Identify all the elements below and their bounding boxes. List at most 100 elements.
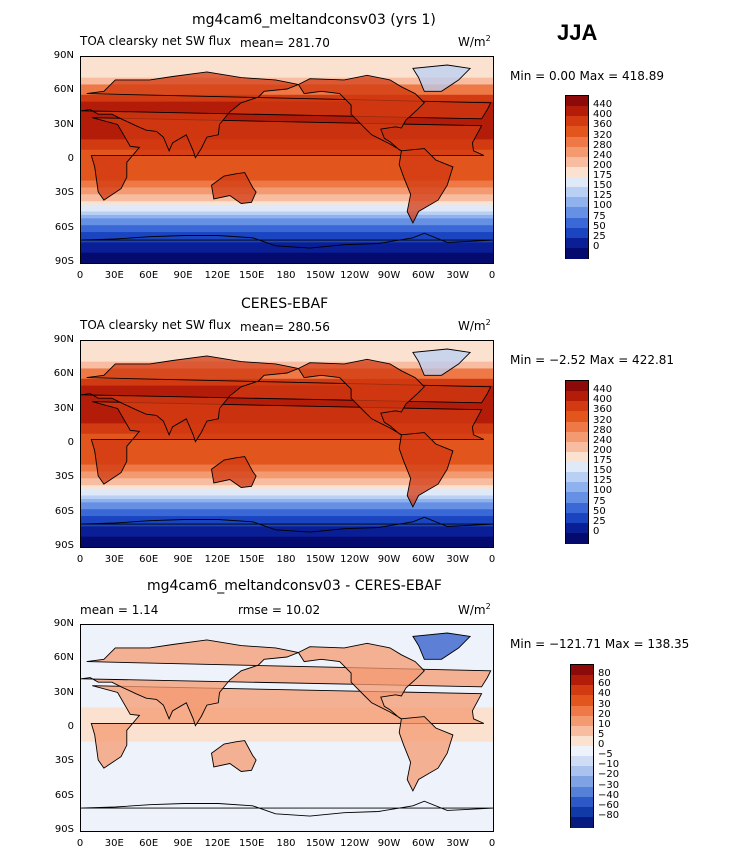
panel3-units: W/m2 [458,602,491,617]
colorbar-box [566,197,588,208]
lon-tick-label: 60E [139,554,159,565]
map-svg [81,625,493,831]
panel2-mean: mean= 280.56 [240,320,330,334]
zonal-band [81,235,493,240]
zonal-band [81,63,493,68]
colorbar-box [566,207,588,218]
colorbar-box [571,766,593,777]
zonal-band [81,806,493,811]
lat-tick-label: 60N [53,368,74,380]
colorbar-label: 5 [598,728,605,740]
panel1-mean: mean= 281.70 [240,36,330,50]
zonal-band [81,536,493,541]
colorbar-box [566,472,588,483]
zonal-band [81,786,493,791]
colorbar-box [571,695,593,706]
colorbar-label: −5 [598,749,613,761]
zonal-band [81,741,493,746]
colorbar-label: −30 [598,779,620,791]
zonal-band [81,351,493,356]
colorbar-box [566,156,588,168]
zonal-band [81,177,493,182]
zonal-band [81,820,493,825]
lat-tick-label: 30N [53,118,74,130]
lon-tick-label: 30W [446,270,469,281]
continent-outline [297,74,425,152]
panel1-units: W/m2 [458,34,491,49]
colorbar-box [571,665,593,676]
season-label: JJA [557,20,598,45]
zonal-band [81,468,493,473]
lon-tick-label: 150E [238,270,265,281]
zonal-band [81,471,493,476]
panel3-title: mg4cam6_meltandconsv03 - CERES-EBAF [147,578,442,594]
colorbar-label: 50 [593,220,606,232]
lon-tick-label: 150E [238,554,265,565]
colorbar-label: 25 [593,230,606,242]
lat-tick-label: 60N [53,84,74,96]
colorbar-box [571,746,593,757]
lon-tick-label: 90W [377,838,401,849]
zonal-band [81,540,493,545]
colorbar-box [566,177,588,188]
lat-tick-label: 90N [53,334,74,345]
continent-outline [211,172,257,204]
zonal-band [81,77,493,82]
continent-outline [81,800,493,817]
zonal-band [81,74,493,79]
zonal-band [81,642,493,647]
lon-tick-label: 90E [173,838,193,849]
panel1-minmax: Min = 0.00 Max = 418.89 [510,69,664,83]
lat-tick-label: 0 [67,437,74,448]
zonal-band [81,474,493,479]
colorbar-label: 25 [593,515,606,527]
colorbar-label: −20 [598,769,620,781]
colorbar-box [566,482,588,493]
zonal-band [81,625,493,630]
colorbar-label: 10 [598,718,611,730]
map-svg [81,341,493,547]
zonal-band [81,645,493,650]
zonal-band [81,204,493,209]
colorbar-box [566,126,588,137]
lon-tick-label: 180 [276,554,296,565]
colorbar-label: 0 [598,739,605,750]
zonal-band [81,758,493,763]
lon-tick-label: 0 [488,554,496,565]
zonal-band [81,655,493,660]
zonal-band [81,734,493,739]
zonal-band [81,488,493,493]
lon-tick-label: 180 [276,838,296,849]
colorbar-box [566,166,588,178]
colorbar-label: 100 [593,485,613,497]
zonal-band [81,526,493,531]
panel3-mean: mean = 1.14 [80,603,159,617]
lat-tick-label: 60S [54,789,74,801]
zonal-band [81,485,493,490]
colorbar-box [571,776,593,787]
lat-tick-label: 60N [53,652,74,664]
zonal-band [81,724,493,729]
zonal-band [81,180,493,185]
zonal-band [81,225,493,230]
zonal-band [81,252,493,257]
zonal-band [81,375,493,380]
zonal-band [81,256,493,261]
lon-tick-label: 120W [340,270,370,281]
zonal-band [81,454,493,459]
zonal-band [81,810,493,815]
panel3-minmax: Min = −121.71 Max = 138.35 [510,637,690,651]
continent-outline [412,64,472,92]
colorbar-label: 400 [593,109,613,121]
colorbar-label: 320 [593,414,613,426]
colorbar-label: 80 [598,668,611,680]
zonal-band [81,683,493,688]
zonal-band [81,686,493,691]
zonal-band [81,457,493,462]
zonal-band [81,779,493,784]
continent-outline [81,232,493,249]
lon-tick-label: 60W [412,838,435,849]
zonal-band [81,638,493,643]
zonal-band [81,238,493,243]
zonal-band [81,512,493,517]
